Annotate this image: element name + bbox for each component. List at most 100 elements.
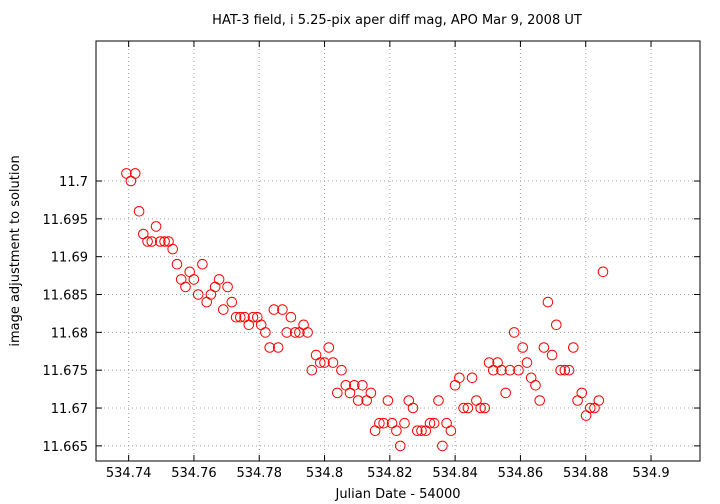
data-point: [462, 402, 474, 414]
x-tick-label: 534.8: [306, 466, 343, 481]
data-point: [412, 425, 423, 437]
y-tick-label: 11.685: [43, 289, 89, 304]
data-point: [209, 281, 221, 293]
data-point: [327, 357, 339, 368]
data-point: [454, 372, 465, 384]
data-point: [213, 274, 225, 285]
data-point: [403, 395, 415, 406]
data-point: [416, 425, 427, 437]
x-tick-label: 534.74: [106, 466, 152, 481]
data-point: [466, 372, 478, 384]
y-tick-label: 11.67: [51, 402, 88, 417]
x-tick-label: 534.88: [563, 466, 609, 481]
data-point: [310, 349, 322, 361]
data-point: [133, 206, 145, 217]
data-point: [374, 417, 385, 429]
data-point: [289, 327, 301, 338]
data-point: [458, 402, 469, 414]
data-point: [197, 258, 208, 270]
y-tick-label: 11.695: [43, 213, 89, 228]
x-tick-label: 534.78: [236, 466, 282, 481]
data-point: [192, 289, 204, 300]
data-point: [589, 402, 600, 414]
data-point: [593, 395, 605, 406]
data-point: [180, 281, 191, 293]
x-tick-label: 534.82: [367, 466, 413, 481]
data-point: [475, 402, 486, 414]
data-point: [315, 357, 326, 368]
data-point: [268, 304, 280, 315]
data-point: [391, 425, 402, 437]
data-point: [504, 364, 516, 376]
data-point: [264, 342, 276, 353]
data-point: [399, 417, 410, 429]
data-point: [382, 395, 394, 406]
data-point: [336, 364, 347, 376]
x-tick-label: 534.84: [432, 466, 478, 481]
data-point: [155, 236, 166, 247]
data-point: [517, 342, 529, 353]
data-point: [365, 387, 377, 399]
data-point: [146, 236, 158, 247]
data-point: [500, 387, 512, 399]
data-point: [306, 364, 318, 376]
plot-frame: [95, 40, 701, 462]
y-tick-label: 11.665: [43, 440, 89, 455]
data-point: [428, 417, 440, 429]
data-point: [142, 236, 153, 247]
x-tick-label: 534.9: [632, 466, 669, 481]
data-point: [559, 364, 571, 376]
data-point: [247, 311, 259, 323]
data-point: [272, 342, 284, 353]
data-point: [597, 266, 609, 278]
data-point: [378, 417, 389, 429]
data-point: [395, 440, 406, 452]
data-point: [433, 395, 444, 406]
data-points: [121, 168, 609, 452]
data-point: [175, 274, 187, 285]
data-point: [302, 327, 313, 338]
data-point: [298, 319, 309, 331]
data-point: [563, 364, 575, 376]
data-point: [441, 417, 452, 429]
data-point: [542, 296, 554, 308]
x-tick-label: 534.86: [498, 466, 544, 481]
data-point: [513, 364, 524, 376]
x-tick-label: 534.76: [171, 466, 217, 481]
data-point: [281, 327, 293, 338]
data-point: [407, 402, 419, 414]
data-point: [251, 311, 263, 323]
data-point: [129, 168, 141, 179]
y-tick-label: 11.7: [59, 175, 88, 190]
data-point: [568, 342, 579, 353]
data-point: [230, 311, 242, 323]
data-point: [538, 342, 550, 353]
data-point: [555, 364, 566, 376]
data-point: [260, 327, 271, 338]
data-point: [534, 395, 546, 406]
data-point: [546, 349, 558, 361]
data-point: [352, 395, 364, 406]
data-point: [319, 357, 330, 368]
data-point: [585, 402, 596, 414]
data-point: [521, 357, 533, 368]
data-point: [218, 304, 229, 315]
data-point: [222, 281, 233, 293]
data-point: [167, 243, 178, 255]
data-point: [530, 380, 541, 391]
data-point: [357, 380, 368, 391]
data-point: [551, 319, 562, 331]
data-point: [235, 311, 246, 323]
data-point: [159, 236, 170, 247]
data-point: [576, 387, 588, 399]
data-point: [226, 296, 238, 308]
data-point: [323, 342, 335, 353]
data-point: [471, 395, 482, 406]
data-point: [424, 417, 436, 429]
data-point: [332, 387, 343, 399]
data-point: [496, 364, 507, 376]
grid-layer: [96, 41, 700, 461]
axis-ticks: 534.74 534.76 534.78 534.8 534.82 534.84 534.8…: [43, 41, 700, 481]
data-point: [277, 304, 288, 315]
y-axis-label: image adjustment to solution: [8, 155, 23, 346]
